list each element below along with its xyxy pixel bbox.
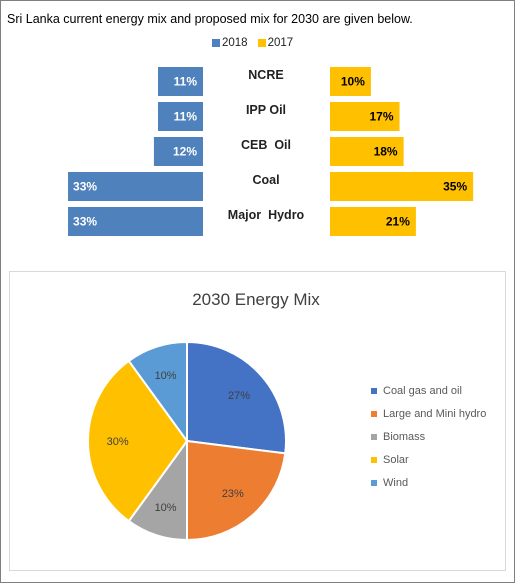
pie-legend-label-biomass: Biomass bbox=[383, 431, 426, 443]
pie-legend-swatch-solar bbox=[371, 457, 377, 463]
pie-slice-large-and-mini-hydro bbox=[186, 439, 287, 542]
legend-item-2018: 2018 bbox=[212, 37, 248, 49]
bar-label-2017-ipp-oil: 17% bbox=[369, 110, 393, 124]
bar-2018-ncre bbox=[158, 67, 203, 96]
pie-legend-label-wind: Wind bbox=[383, 477, 408, 489]
pie-legend-swatch-coal-gas-and-oil bbox=[371, 388, 377, 394]
pie-slice-solar bbox=[87, 359, 189, 523]
category-label-ipp-oil: IPP Oil bbox=[246, 103, 286, 117]
bar-2018-major-hydro bbox=[68, 207, 203, 236]
legend-label-2018: 2018 bbox=[222, 37, 248, 49]
bar-2017-major-hydro bbox=[330, 207, 416, 236]
bar-label-2017-major-hydro: 21% bbox=[386, 215, 410, 229]
bar-label-2018-coal: 33% bbox=[73, 180, 97, 194]
butterfly-bar-chart: 11% 10% NCRE 11% 17% IPP Oil 12% 18% CEB Oil 33% 3… bbox=[68, 67, 474, 236]
pie-legend-label-large-and-mini-hydro: Large and Mini hydro bbox=[383, 408, 486, 420]
pie-label-wind: 10% bbox=[155, 370, 177, 382]
bar-label-2018-ipp-oil: 11% bbox=[174, 110, 198, 124]
pie-legend-swatch-wind bbox=[371, 480, 377, 486]
bar-label-2018-major-hydro: 33% bbox=[73, 215, 97, 229]
bar-2017-coal bbox=[330, 172, 474, 201]
pie-slice-wind bbox=[127, 340, 188, 445]
pie-legend-swatch-biomass bbox=[371, 434, 377, 440]
legend-item-2017: 2017 bbox=[257, 37, 294, 49]
pie-label-biomass: 10% bbox=[155, 502, 177, 514]
intro-text: Sri Lanka current energy mix and propose… bbox=[7, 12, 413, 26]
bar-label-2018-ncre: 11% bbox=[174, 75, 198, 89]
category-label-major-hydro: Major Hydro bbox=[228, 208, 305, 222]
pie-legend-label-solar: Solar bbox=[383, 454, 409, 466]
bar-label-2017-coal: 35% bbox=[443, 180, 467, 194]
pie-label-solar: 30% bbox=[107, 436, 129, 448]
bar-2017-ncre bbox=[330, 67, 371, 96]
pie-legend-swatch-large-and-mini-hydro bbox=[371, 411, 377, 417]
bar-2018-ipp-oil bbox=[158, 102, 203, 131]
pie-legend-label-coal-gas-and-oil: Coal gas and oil bbox=[383, 385, 462, 397]
legend-swatch-2017 bbox=[257, 39, 266, 47]
legend-swatch-2018 bbox=[212, 39, 220, 47]
category-label-ncre: NCRE bbox=[248, 68, 283, 82]
bar-label-2017-ncre: 10% bbox=[341, 75, 365, 89]
bar-2017-ipp-oil bbox=[330, 102, 400, 131]
bar-label-2017-ceb-oil: 18% bbox=[374, 145, 398, 159]
bar-2018-ceb-oil bbox=[153, 137, 203, 166]
bar-label-2018-ceb-oil: 12% bbox=[173, 145, 197, 159]
pie-label-coal-gas-and-oil: 27% bbox=[228, 390, 250, 402]
pie-label-large-and-mini-hydro: 23% bbox=[222, 488, 244, 500]
bar-2018-coal bbox=[68, 172, 203, 201]
pie-slice-coal-gas-and-oil bbox=[186, 340, 287, 455]
bar-legend: 2018 2017 bbox=[212, 37, 299, 49]
category-label-coal: Coal bbox=[252, 173, 279, 187]
pie-title: 2030 Energy Mix bbox=[192, 290, 320, 309]
bar-2017-ceb-oil bbox=[330, 137, 404, 166]
legend-label-2017: 2017 bbox=[267, 37, 294, 49]
category-label-ceb-oil: CEB Oil bbox=[241, 138, 291, 152]
